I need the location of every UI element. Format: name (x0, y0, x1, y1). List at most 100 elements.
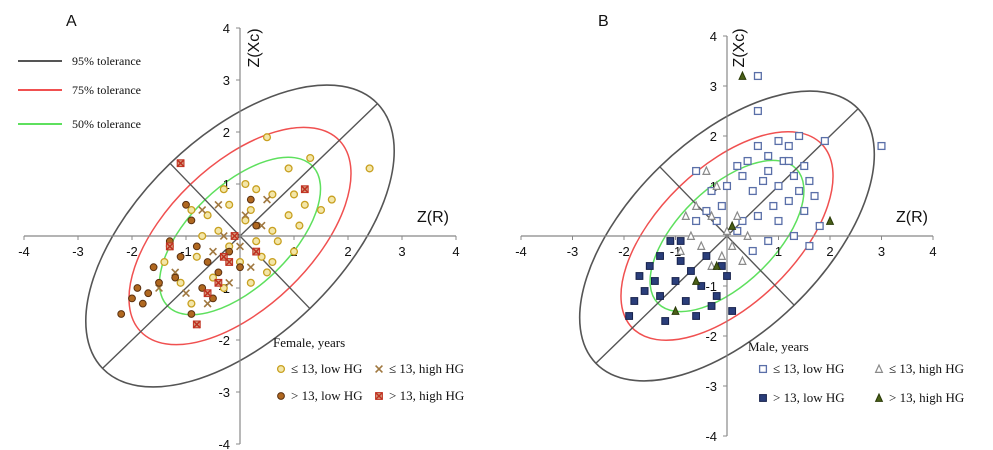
axes-a (23, 27, 457, 445)
y-tick-label: -2 (705, 329, 717, 344)
point-f3 (155, 278, 163, 287)
point-f3 (117, 310, 126, 318)
point-f3 (182, 200, 190, 209)
point-m3 (656, 252, 664, 260)
point-m1 (800, 161, 809, 171)
point-m4 (727, 220, 737, 230)
point-f3 (128, 294, 136, 303)
x-axis-label-a: Z(R) (417, 209, 449, 226)
point-m3 (651, 277, 659, 285)
point-m3 (640, 287, 649, 295)
legend-m3-label: > 13, low HG (773, 390, 845, 405)
point-f3 (176, 252, 185, 261)
point-m4 (825, 215, 835, 225)
y-tick-label: 4 (223, 21, 230, 36)
x-tick-label: 2 (344, 244, 351, 259)
point-f1 (187, 205, 196, 215)
y-tick-label: 3 (710, 79, 717, 94)
point-f3 (187, 310, 196, 318)
point-f4 (203, 289, 212, 298)
y-tick-label: 4 (710, 29, 717, 44)
point-f1 (295, 221, 304, 230)
axes-b (520, 35, 934, 437)
x-tick-label: 3 (398, 244, 405, 259)
legend-male: Male, years ≤ 13, low HG ≤ 13, high HG >… (748, 339, 964, 405)
point-f1 (327, 195, 336, 204)
point-m1 (805, 176, 814, 186)
point-f4 (214, 278, 223, 287)
panel-a-letter: A (66, 13, 77, 30)
point-f1 (160, 257, 169, 267)
point-m4 (738, 70, 747, 80)
point-m2 (717, 250, 727, 260)
legend-male-title: Male, years (748, 339, 809, 354)
point-m1 (820, 136, 829, 146)
legend-marker-m1 (758, 364, 768, 374)
point-f1 (316, 205, 326, 215)
y-tick-label: 3 (223, 73, 230, 88)
legend-m4-label: > 13, high HG (889, 390, 964, 405)
point-f3 (138, 299, 147, 308)
point-m3 (692, 312, 701, 320)
point-f1 (289, 190, 299, 199)
legend-marker-f1 (276, 364, 286, 374)
point-m2 (676, 245, 685, 255)
point-m3 (676, 237, 685, 245)
legend-marker-m3 (759, 394, 767, 402)
y-tick-label: -4 (705, 429, 717, 444)
y-tick-label: 2 (223, 125, 230, 140)
point-f2 (219, 232, 228, 240)
point-f1 (198, 231, 207, 241)
point-m4 (712, 260, 721, 270)
legend-f4-label: > 13, high HG (389, 388, 464, 403)
point-f1 (268, 190, 277, 199)
point-m3 (656, 292, 664, 300)
point-f2 (246, 263, 255, 272)
point-f1 (268, 226, 277, 235)
point-m1 (707, 186, 716, 196)
point-m2 (722, 225, 732, 235)
point-f3 (246, 195, 255, 204)
point-f3 (187, 216, 196, 225)
panel-b-letter: B (598, 13, 609, 30)
point-m3 (723, 272, 731, 280)
point-f1 (203, 211, 212, 220)
point-f1 (176, 278, 185, 287)
point-f1 (306, 153, 315, 163)
point-m1 (692, 166, 701, 176)
legend-marker-m2 (874, 363, 884, 373)
legend-m1-label: ≤ 13, low HG (773, 361, 844, 376)
legend-female-title: Female, years (273, 335, 345, 350)
y-tick-label: 2 (710, 129, 717, 144)
point-m2 (707, 210, 716, 220)
point-f1 (273, 237, 282, 246)
point-m1 (789, 171, 798, 181)
legend-female: Female, years ≤ 13, low HG ≤ 13, high HG… (273, 335, 464, 403)
point-f4 (192, 320, 201, 329)
legend-marker-f1 (276, 364, 286, 374)
point-f1 (365, 164, 374, 173)
data-points-a (117, 133, 374, 329)
point-f1 (214, 226, 223, 235)
point-m1 (753, 106, 762, 116)
point-m2 (696, 240, 706, 250)
point-m3 (707, 302, 716, 310)
point-m1 (769, 201, 778, 211)
point-f3 (149, 263, 158, 272)
point-m1 (764, 166, 773, 176)
panel-b: B -4 -3 -2 -1 1 2 3 4 -4 -3 -2 -1 1 2 3 4 Z(R) Z(Xc) Ma… (515, 13, 964, 444)
point-f3 (236, 263, 244, 272)
point-m2 (712, 180, 722, 190)
point-f3 (252, 221, 261, 230)
x-tick-label: 4 (452, 244, 459, 259)
point-f1 (241, 179, 250, 189)
legend-marker-m4 (874, 392, 884, 402)
point-f1 (262, 133, 272, 142)
point-m2 (727, 240, 737, 250)
point-f1 (284, 211, 293, 220)
point-f3 (133, 284, 142, 292)
point-m1 (795, 186, 804, 196)
point-m2 (686, 230, 696, 240)
